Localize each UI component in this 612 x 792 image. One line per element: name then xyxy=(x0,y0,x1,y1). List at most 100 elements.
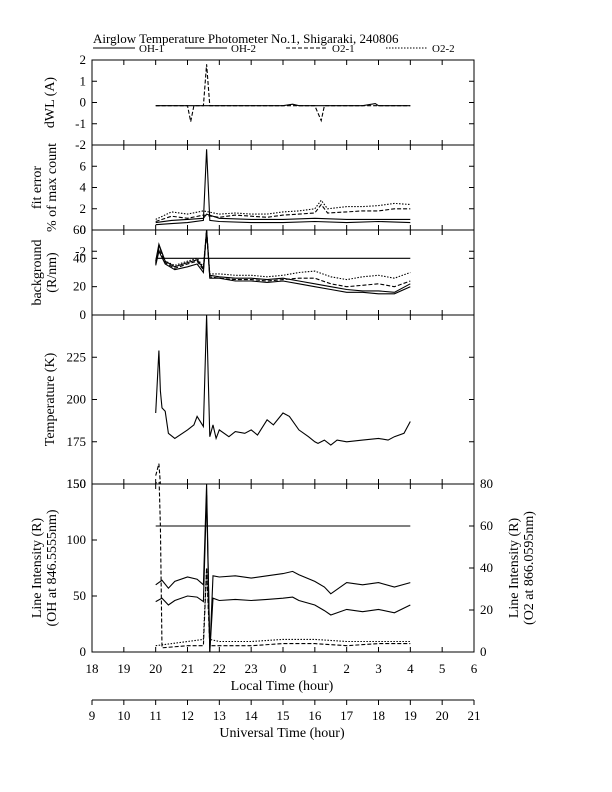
local-time-tick-label: 18 xyxy=(86,661,99,676)
universal-time-tick-label: 20 xyxy=(436,708,449,723)
series-line-dwl-1 xyxy=(155,64,411,123)
series-line-temperature-1 xyxy=(155,463,161,485)
y-tick-label: 40 xyxy=(73,250,86,265)
y-tick-label: 4 xyxy=(80,180,87,195)
panel-frame xyxy=(91,314,475,485)
series-line-line-intensity-4 xyxy=(155,567,411,647)
local-time-tick-label: 23 xyxy=(245,661,258,676)
y-tick-label: -2 xyxy=(75,137,86,152)
y-tick-label: 150 xyxy=(67,476,87,491)
y-tick-label: 0 xyxy=(80,95,87,110)
y-tick-label: 20 xyxy=(73,279,86,294)
universal-time-tick-label: 21 xyxy=(468,708,481,723)
y-tick-label: 6 xyxy=(80,158,87,173)
series-line-line-intensity-1 xyxy=(155,495,411,653)
chart-title: Airglow Temperature Photometer No.1, Shi… xyxy=(93,31,399,46)
legend-label-0: OH-1 xyxy=(139,43,164,55)
series-line-background-0 xyxy=(155,229,411,295)
y-axis-label-right-line: (O2 at 866.0595nm) xyxy=(522,511,537,625)
local-time-tick-label: 20 xyxy=(149,661,162,676)
y-axis-label-line: (OH at 846.5555nm) xyxy=(45,509,60,626)
local-time-tick-label: 5 xyxy=(439,661,446,676)
universal-time-tick-label: 14 xyxy=(245,708,259,723)
universal-time-tick-label: 10 xyxy=(117,708,130,723)
y-tick-label: 175 xyxy=(67,434,87,449)
y-axis-label: Temperature (K) xyxy=(43,352,58,446)
universal-time-tick-label: 19 xyxy=(404,708,417,723)
y-tick-label: 0 xyxy=(80,222,87,237)
series-line-fit-error-1 xyxy=(155,213,411,224)
y-axis-label-line: dWL (A) xyxy=(43,77,58,129)
local-time-tick-label: 3 xyxy=(375,661,382,676)
universal-time-tick-label: 12 xyxy=(181,708,194,723)
y-axis-label-line: background xyxy=(30,239,45,305)
y-axis-label: Line Intensity (R)(OH at 846.5555nm) xyxy=(30,509,60,626)
y-axis-label-line: Temperature (K) xyxy=(43,352,58,446)
y-tick-label: 1 xyxy=(80,73,87,88)
series-line-background-4 xyxy=(155,229,411,281)
y-axis-label-line: (R/nm) xyxy=(45,252,60,293)
panel-frame xyxy=(91,483,475,653)
y-tick-label-right: 80 xyxy=(480,476,493,491)
series-line-background-3 xyxy=(155,232,411,288)
local-time-tick-label: 6 xyxy=(471,661,478,676)
local-time-axis-title: Local Time (hour) xyxy=(231,679,334,694)
series-line-line-intensity-0 xyxy=(155,483,411,653)
y-tick-label: -1 xyxy=(75,116,86,131)
plot-panels: -2 -1 0 1 2 dWL (A) 0 2 4 6 -2 fit error% of max co… xyxy=(30,52,537,659)
y-tick-label: 0 xyxy=(80,307,87,322)
legend-label-3: O2-2 xyxy=(432,43,455,55)
legend-label-2: O2-1 xyxy=(332,43,355,55)
universal-time-tick-label: 15 xyxy=(277,708,290,723)
local-time-tick-label: 19 xyxy=(117,661,130,676)
series-line-background-1 xyxy=(155,229,411,293)
local-time-tick-label: 0 xyxy=(280,661,287,676)
local-time-tick-label: 4 xyxy=(407,661,414,676)
series-line-fit-error-0 xyxy=(155,149,411,226)
panel-frame xyxy=(91,59,475,146)
y-axis-label-line: fit error xyxy=(30,166,45,209)
local-time-tick-label: 2 xyxy=(343,661,350,676)
y-tick-label-right: 60 xyxy=(480,518,493,533)
y-axis-label: fit error% of max count xyxy=(30,143,60,232)
universal-time-axis-title: Universal Time (hour) xyxy=(219,726,345,741)
y-tick-label: 50 xyxy=(73,588,86,603)
y-tick-label-right: 40 xyxy=(480,560,493,575)
universal-time-tick-label: 9 xyxy=(89,708,96,723)
local-time-tick-label: 22 xyxy=(213,661,226,676)
y-tick-label-right: 0 xyxy=(480,644,487,659)
y-tick-label: 150 xyxy=(67,476,87,491)
legend: OH-1 OH-2 O2-1 O2-2 xyxy=(93,43,455,55)
y-tick-label: 60 xyxy=(73,222,86,237)
y-tick-label: 2 xyxy=(80,52,87,67)
y-axis-label-right: Line Intensity (R)(O2 at 866.0595nm) xyxy=(507,511,537,625)
legend-label-1: OH-2 xyxy=(231,43,256,55)
y-axis-label-line: % of max count xyxy=(45,143,60,232)
universal-time-tick-label: 13 xyxy=(213,708,226,723)
y-axis-label: dWL (A) xyxy=(43,77,58,129)
y-tick-label-right: 20 xyxy=(480,602,493,617)
panel-frame xyxy=(91,144,475,231)
panel-fit-error: 0 2 4 6 -2 fit error% of max count xyxy=(30,143,475,258)
panel-dwl: -2 -1 0 1 2 dWL (A) xyxy=(43,52,475,152)
local-time-tick-label: 1 xyxy=(312,661,319,676)
panel-temperature: 150 175 200 225 Temperature (K) xyxy=(43,314,475,491)
local-time-tick-label: 21 xyxy=(181,661,194,676)
universal-time-tick-label: 18 xyxy=(372,708,385,723)
y-tick-label: -2 xyxy=(75,243,86,258)
universal-time-tick-label: 16 xyxy=(308,708,322,723)
panel-background: 0 20 40 60 background(R/nm) xyxy=(30,222,475,322)
y-tick-label: 0 xyxy=(80,644,87,659)
y-axis-label: background(R/nm) xyxy=(30,239,60,305)
y-tick-label: 2 xyxy=(80,201,87,216)
y-axis-label-right-line: Line Intensity (R) xyxy=(507,518,522,619)
y-axis-label-line: Line Intensity (R) xyxy=(30,518,45,619)
series-line-line-intensity-3 xyxy=(155,482,411,649)
local-time-axis: 18 19 20 21 22 23 0 1 2 3 4 5 6 xyxy=(86,661,478,676)
universal-time-axis: 9 10 11 12 13 14 15 16 17 18 19 20 21 xyxy=(89,699,481,723)
y-tick-label: 100 xyxy=(67,532,87,547)
series-line-temperature-0 xyxy=(155,314,411,446)
y-tick-label: 225 xyxy=(67,349,87,364)
